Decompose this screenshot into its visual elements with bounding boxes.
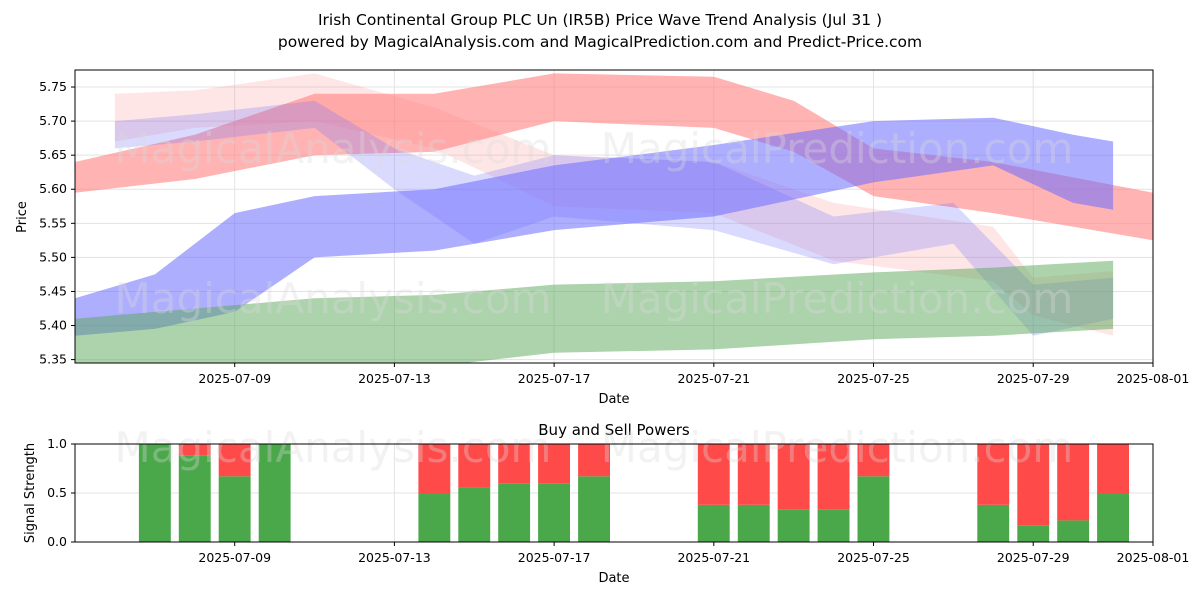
signal-bars	[138, 444, 1129, 542]
buy-bar	[697, 504, 730, 542]
price-x-tick-label: 2025-08-01	[1117, 371, 1190, 386]
buy-bar	[977, 504, 1010, 542]
watermark-analysis-bottom: MagicalAnalysis.com	[115, 423, 552, 472]
price-band-red	[75, 73, 1153, 241]
sell-bar	[857, 444, 890, 477]
sell-bar	[458, 444, 491, 488]
figure-title-line2: powered by MagicalAnalysis.com and Magic…	[278, 33, 922, 51]
price-y-axis-label: Price	[15, 201, 30, 233]
buy-bar	[138, 444, 171, 542]
signal-x-tick-label: 2025-07-13	[358, 550, 431, 565]
buy-bar	[538, 483, 570, 542]
signal-plot-frame	[74, 443, 1154, 543]
sell-bar	[777, 444, 810, 510]
sell-bar	[1057, 444, 1090, 521]
price-x-tick-label: 2025-07-13	[358, 371, 431, 386]
price-plot-frame	[74, 69, 1154, 364]
figure-title-line1: Irish Continental Group PLC Un (IR5B) Pr…	[318, 11, 882, 29]
buy-bar	[857, 476, 890, 542]
buy-bar	[418, 493, 451, 542]
signal-x-tick-label: 2025-08-01	[1117, 550, 1190, 565]
sell-bar	[737, 444, 770, 505]
sell-bar	[977, 444, 1010, 505]
signal-x-tick-label: 2025-07-09	[198, 550, 271, 565]
sell-bar	[1017, 444, 1050, 526]
watermark-prediction-bottom: MagicalPrediction.com	[601, 423, 1074, 472]
sell-bar	[218, 444, 251, 477]
sell-bar	[418, 444, 451, 493]
price-x-tick-label: 2025-07-21	[677, 371, 750, 386]
price-panel: MagicalAnalysis.com MagicalPrediction.co…	[15, 69, 1189, 407]
signal-axis-ticks: 0.0 0.5 1.0 2025-07-09 2025-07-13 2025-07-17 2…	[47, 436, 1189, 565]
price-x-tick-label: 2025-07-29	[997, 371, 1070, 386]
buy-bar	[777, 509, 810, 542]
price-axis-ticks: 5.35 5.40 5.45 5.50 5.55 5.60 5.65 5.70 5.75 2025…	[39, 79, 1189, 386]
signal-y-tick-label: 0.5	[47, 485, 67, 500]
price-bands	[75, 73, 1153, 363]
buy-bar	[1097, 493, 1129, 542]
price-y-tick-label: 5.50	[39, 249, 67, 264]
price-x-tick-label: 2025-07-09	[198, 371, 271, 386]
price-x-tick-label: 2025-07-25	[837, 371, 910, 386]
watermark-analysis-mid: MagicalAnalysis.com	[115, 274, 552, 323]
buy-bar	[178, 455, 211, 542]
price-y-tick-label: 5.55	[39, 215, 67, 230]
price-y-tick-label: 5.70	[39, 113, 67, 128]
price-x-tick-label: 2025-07-17	[518, 371, 591, 386]
buy-bar	[218, 476, 251, 542]
price-y-tick-label: 5.35	[39, 352, 67, 367]
watermark-prediction-top: MagicalPrediction.com	[601, 124, 1074, 173]
watermark-analysis-top: MagicalAnalysis.com	[115, 124, 552, 173]
price-y-tick-label: 5.45	[39, 283, 67, 298]
sell-bar	[817, 444, 850, 510]
signal-x-tick-label: 2025-07-29	[997, 550, 1070, 565]
sell-bar	[178, 444, 211, 456]
signal-x-tick-label: 2025-07-25	[837, 550, 910, 565]
price-band-blue	[114, 100, 1114, 336]
price-y-tick-label: 5.60	[39, 181, 67, 196]
signal-x-tick-label: 2025-07-17	[518, 550, 591, 565]
buy-bar	[258, 444, 291, 542]
price-band-blue	[75, 117, 1114, 336]
buy-bar	[458, 487, 491, 542]
signal-panel-title: Buy and Sell Powers	[538, 421, 690, 439]
signal-x-axis-label: Date	[598, 571, 629, 586]
sell-bar	[498, 444, 531, 484]
price-band-green	[75, 260, 1114, 363]
price-y-tick-label: 5.40	[39, 318, 67, 333]
buy-bar	[737, 504, 770, 542]
sell-bar	[1097, 444, 1129, 493]
sell-bar	[578, 444, 610, 477]
buy-bar	[817, 509, 850, 542]
buy-bar	[1057, 520, 1090, 542]
price-y-tick-label: 5.65	[39, 147, 67, 162]
price-band-group	[75, 73, 1153, 363]
price-x-axis-label: Date	[598, 392, 629, 407]
watermark-prediction-mid: MagicalPrediction.com	[601, 274, 1074, 323]
sell-bar	[538, 444, 570, 484]
signal-x-tick-label: 2025-07-21	[677, 550, 750, 565]
price-y-tick-label: 5.75	[39, 79, 67, 94]
buy-bar	[1017, 525, 1050, 542]
signal-y-tick-label: 0.0	[47, 534, 67, 549]
buy-bar	[498, 483, 531, 542]
signal-y-axis-label: Signal Strength	[23, 443, 38, 543]
signal-panel: Buy and Sell Powers MagicalAnalysis.com …	[23, 421, 1189, 586]
buy-bar	[578, 476, 610, 542]
sell-bar	[697, 444, 730, 505]
signal-y-tick-label: 1.0	[47, 436, 67, 451]
